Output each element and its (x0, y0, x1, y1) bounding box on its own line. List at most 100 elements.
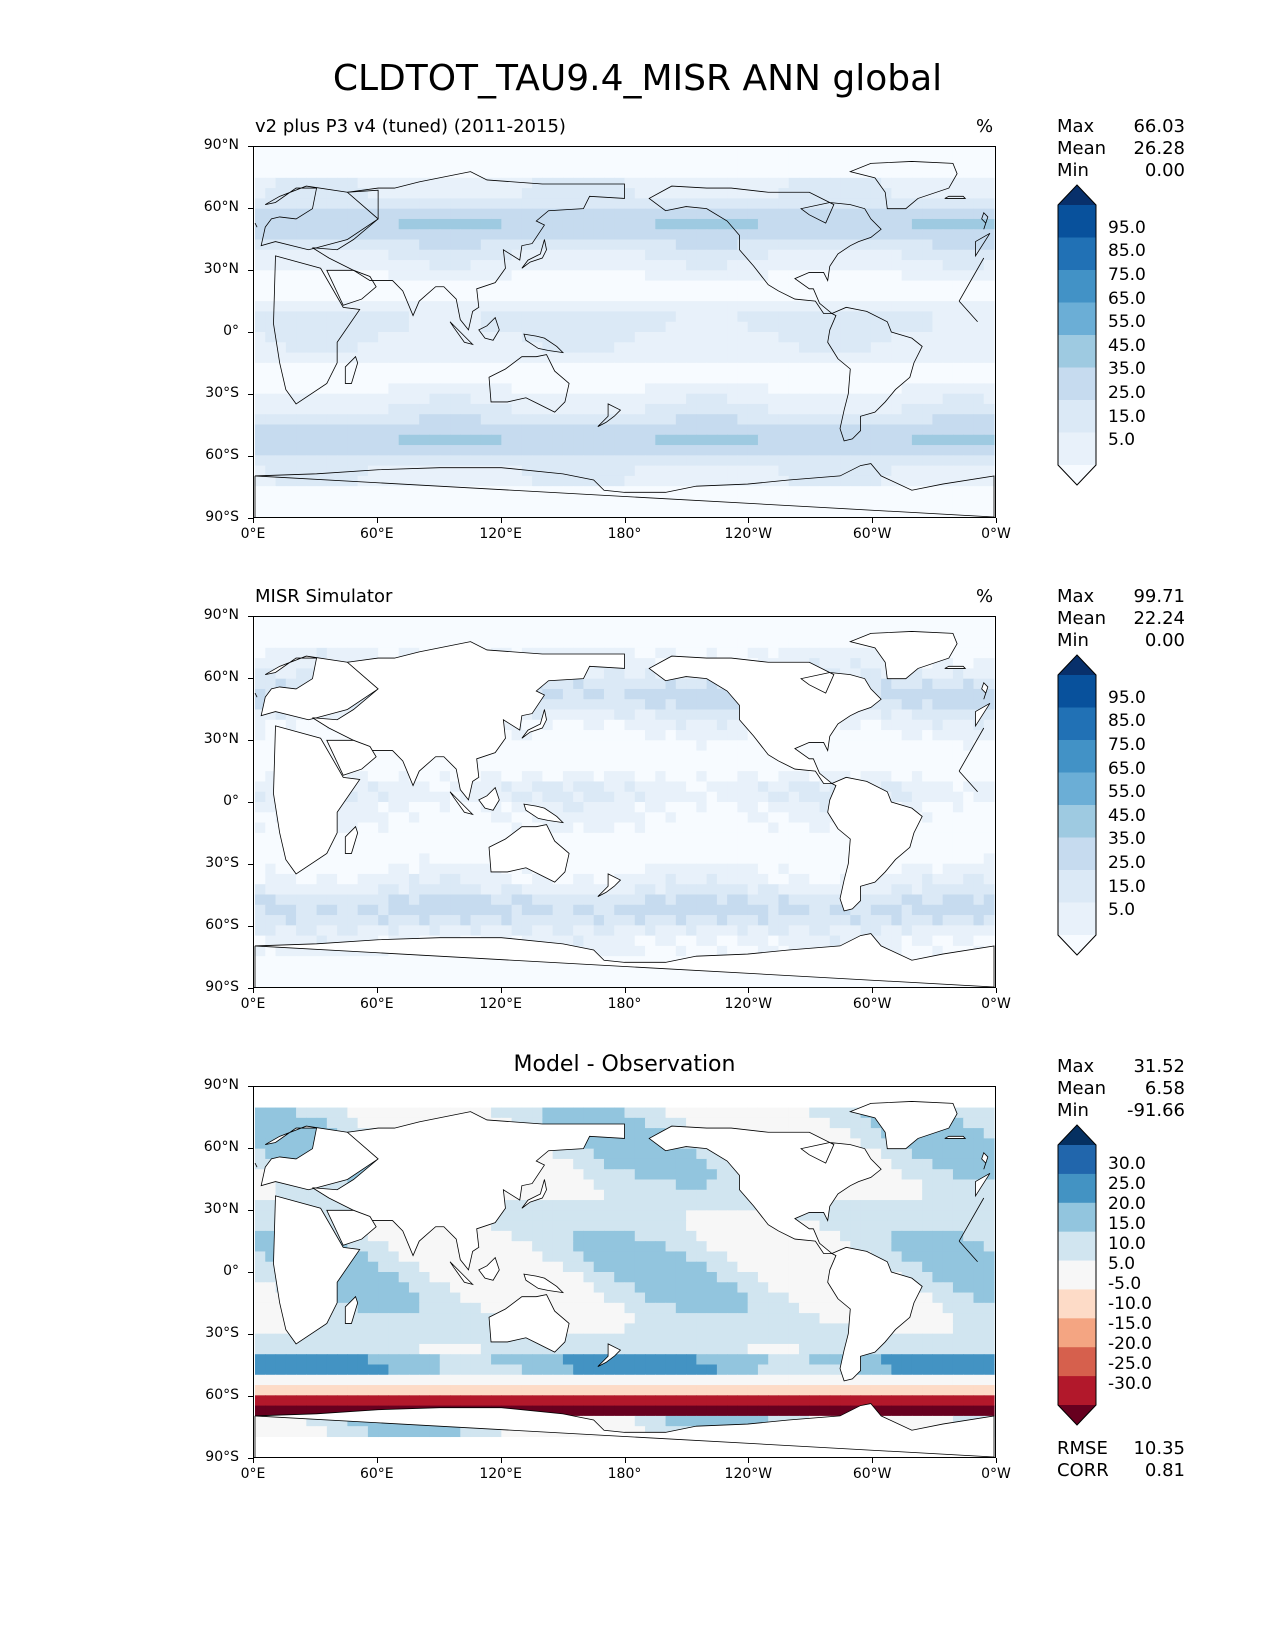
field-cell (450, 506, 461, 517)
field-cell (932, 373, 944, 384)
coastline-nz (597, 403, 622, 427)
field-cell (850, 403, 862, 415)
field-cell (275, 904, 287, 916)
field-cell (603, 332, 615, 343)
field-cell (378, 321, 390, 333)
field-cell (296, 884, 307, 896)
field-cell (450, 280, 461, 292)
field-cell (686, 781, 697, 793)
field-cell (819, 352, 831, 364)
field-cell (583, 771, 595, 783)
field-cell (367, 915, 379, 926)
field-cell (860, 455, 872, 467)
field-cell (809, 781, 821, 793)
field-cell (296, 945, 307, 957)
field-cell (367, 280, 379, 292)
field-cell (634, 434, 646, 446)
field-cell (932, 445, 944, 456)
field-cell (583, 342, 595, 354)
field-cell (932, 802, 944, 813)
field-cell (727, 208, 738, 220)
field-cell (429, 915, 441, 926)
field-cell (265, 177, 277, 189)
field-cell (388, 894, 400, 906)
field-cell (901, 188, 913, 199)
field-cell (891, 198, 903, 210)
field-cell (727, 188, 738, 199)
field-cell (624, 445, 636, 456)
field-cell (778, 434, 790, 446)
field-cell (809, 475, 821, 487)
field-cell (347, 342, 359, 354)
field-cell (285, 486, 297, 498)
field-cell (911, 465, 923, 477)
field-cell (983, 904, 995, 916)
field-cell (603, 730, 615, 741)
field-cell (686, 290, 697, 302)
field-cell (347, 270, 359, 282)
field-cell (306, 496, 318, 508)
field-cell (460, 321, 472, 333)
field-cell (501, 373, 513, 384)
field-cell (583, 740, 595, 752)
field-cell (542, 301, 554, 313)
field-cell (398, 414, 410, 426)
field-cell (819, 342, 831, 354)
field-cell (408, 167, 420, 179)
field-cell (655, 812, 667, 824)
field-cell (706, 249, 718, 261)
field-cell (603, 843, 615, 854)
field-cell (850, 719, 862, 731)
field-cell (686, 699, 697, 711)
field-cell (634, 301, 646, 313)
field-cell (624, 239, 636, 251)
field-cell (542, 496, 554, 508)
field-cell (378, 802, 390, 813)
field-cell (388, 812, 400, 824)
field-cell (573, 373, 585, 384)
field-cell (337, 445, 348, 456)
field-cell (809, 342, 821, 354)
field-cell (388, 362, 400, 374)
field-cell (983, 373, 995, 384)
field-cell (603, 321, 615, 333)
field-cell (326, 853, 338, 865)
field-cell (634, 321, 646, 333)
field-cell (562, 760, 574, 772)
y-tick (248, 208, 253, 209)
field-cell (860, 301, 872, 313)
field-cell (603, 188, 615, 199)
field-cell (716, 290, 728, 302)
field-cell (378, 812, 390, 824)
field-cell (716, 188, 728, 199)
field-cell (265, 290, 277, 302)
field-cell (614, 198, 626, 210)
field-cell (963, 157, 975, 169)
field-cell (788, 802, 800, 813)
field-cell (398, 884, 410, 896)
field-cell (881, 465, 892, 477)
field-cell (768, 198, 780, 210)
field-cell (932, 362, 944, 374)
field-cell (757, 496, 769, 508)
field-cell (624, 709, 636, 721)
field-cell (521, 496, 533, 508)
field-cell (901, 873, 913, 885)
field-cell (922, 260, 934, 271)
field-cell (686, 945, 697, 957)
field-cell (254, 740, 266, 752)
field-cell (788, 383, 800, 395)
field-cell (593, 637, 605, 649)
field-cell (285, 280, 297, 292)
field-cell (562, 383, 574, 395)
field-cell (788, 342, 800, 354)
field-cell (337, 884, 348, 896)
field-cell (583, 352, 595, 364)
field-cell (460, 843, 472, 854)
field-cell (881, 506, 892, 517)
field-cell (573, 290, 585, 302)
field-cell (696, 678, 708, 690)
field-cell (603, 894, 615, 906)
field-cell (901, 198, 913, 210)
field-cell (275, 218, 287, 230)
